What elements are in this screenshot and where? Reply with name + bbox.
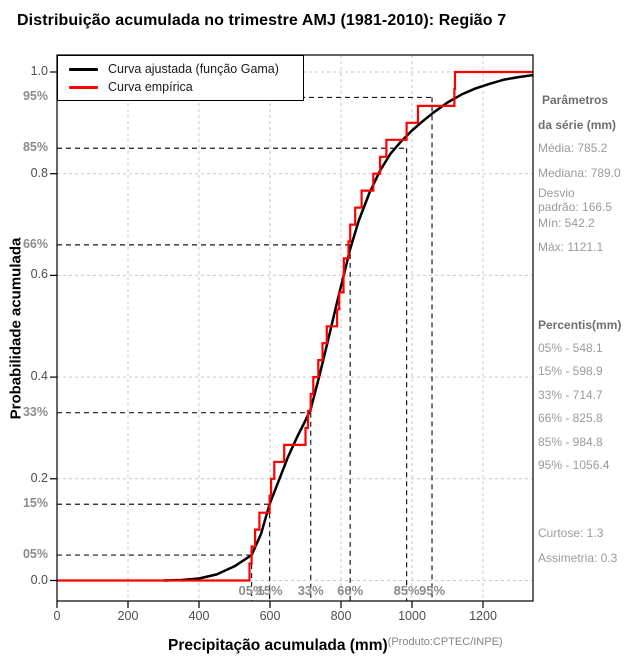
percentil-66: 66% - 825.8: [538, 411, 603, 425]
y-tick-label: 0.2: [30, 470, 48, 485]
y-tick-label: 0.6: [30, 267, 48, 282]
percentil-05: 05% - 548.1: [538, 341, 603, 355]
x-tick-label: 400: [188, 609, 210, 623]
page-title: Distribuição acumulada no trimestre AMJ …: [17, 12, 507, 29]
stat-max: Máx: 1121.1: [538, 240, 604, 254]
legend-label-empirical: Curva empírica: [108, 80, 193, 94]
bottom-percent-label: 05%: [238, 583, 265, 598]
empirical-line-swatch: [69, 85, 98, 89]
percentil-15: 15% - 598.9: [538, 364, 603, 378]
stat-media: Média: 785.2: [538, 141, 608, 155]
params-title-line2: da série (mm): [538, 118, 617, 132]
percentil-33: 33% - 714.7: [538, 388, 603, 402]
percentis-title: Percentis(mm): [538, 318, 622, 332]
fitted-gamma-curve: [163, 73, 533, 582]
fitted-line-swatch: [69, 67, 98, 71]
stat-curtose: Curtose: 1.3: [538, 526, 604, 540]
bottom-percent-label: 15%: [256, 583, 283, 598]
x-tick-label: 1200: [469, 609, 497, 623]
bottom-percent-label: 85%: [393, 583, 420, 598]
x-tick-label: 200: [117, 609, 139, 623]
legend: Curva ajustada (função Gama) Curva empír…: [57, 55, 304, 101]
product-credit: (Produto:CPTEC/INPE): [387, 636, 503, 648]
x-tick-label: 800: [330, 609, 352, 623]
y-tick-label: 0.4: [30, 369, 48, 384]
legend-label-fitted: Curva ajustada (função Gama): [108, 62, 279, 76]
x-tick-label: 0: [53, 609, 61, 623]
stat-desvio-line2: padrão: 166.5: [538, 200, 613, 214]
legend-item-empirical: Curva empírica: [69, 80, 303, 95]
x-axis-title: Precipitação acumulada (mm): [168, 637, 388, 654]
x-axis-title-row: Precipitação acumulada (mm)(Produto:CPTE…: [168, 636, 503, 655]
stat-desvio-line1: Desvio: [538, 186, 575, 200]
stat-assimetria: Assimetria: 0.3: [538, 551, 618, 565]
percentil-85: 85% - 984.8: [538, 435, 603, 449]
legend-item-fitted: Curva ajustada (função Gama): [69, 62, 303, 77]
x-tick-label: 600: [259, 609, 281, 623]
y-tick-label: 1.0: [30, 64, 48, 78]
y-percent-label: 33%: [22, 404, 48, 419]
stats-sidebar: Parâmetros da série (mm) Média: 785.2 Me…: [536, 0, 640, 660]
y-percent-label: 66%: [22, 236, 48, 251]
x-tick-label: 1000: [398, 609, 426, 623]
y-percent-label: 95%: [22, 89, 48, 104]
params-title-line1: Parâmetros: [542, 93, 609, 107]
y-axis-title: Probabilidade acumulada: [7, 237, 25, 420]
stat-mediana: Mediana: 789.0: [538, 166, 621, 180]
y-tick-label: 0.8: [30, 165, 48, 180]
y-tick-label: 0.0: [30, 572, 48, 587]
percentil-95: 95% - 1056.4: [538, 458, 610, 472]
y-percent-label: 85%: [22, 140, 48, 155]
stat-min: Mín: 542.2: [538, 216, 595, 230]
y-percent-label: 15%: [22, 496, 48, 511]
bottom-percent-label: 66%: [337, 583, 364, 598]
y-percent-label: 05%: [22, 547, 48, 562]
empirical-ecdf-curve: [57, 70, 533, 582]
bottom-percent-label: 33%: [297, 583, 324, 598]
bottom-percent-label: 95%: [419, 583, 446, 598]
